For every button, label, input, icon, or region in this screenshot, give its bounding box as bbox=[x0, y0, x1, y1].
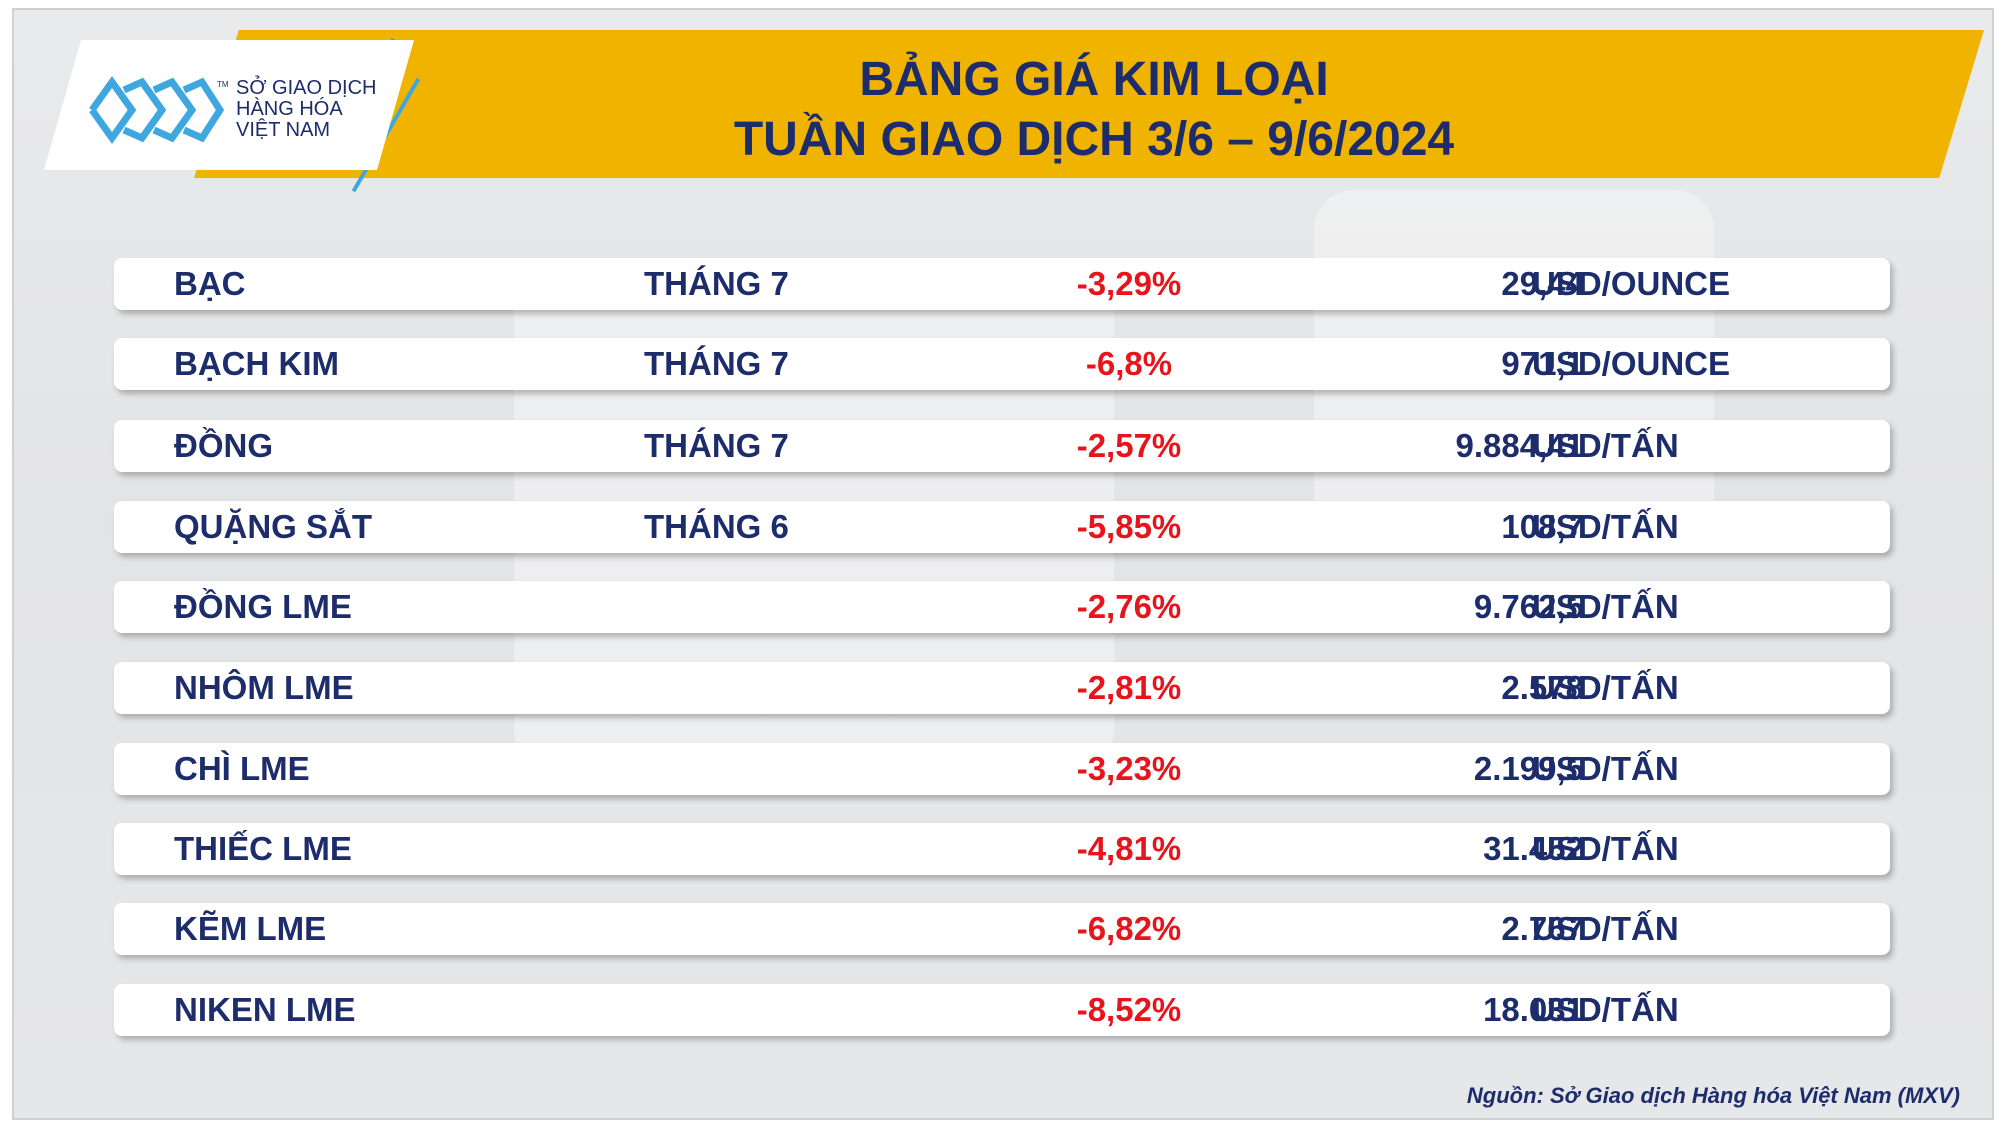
contract-month: THÁNG 7 bbox=[644, 427, 789, 464]
title-banner bbox=[194, 30, 1984, 178]
weekly-change: -3,29% bbox=[1076, 265, 1182, 302]
table-row: BẠC THÁNG 7 -3,29% 29,44 USD/OUNCE bbox=[114, 258, 1890, 310]
price-value: 9.884,41 bbox=[1455, 427, 1584, 464]
weekly-change: -5,85% bbox=[1076, 508, 1182, 545]
logo-line-2: HÀNG HÓA bbox=[236, 98, 343, 120]
metal-name: QUẶNG SẮT bbox=[174, 508, 372, 545]
table-row: CHÌ LME -3,23% 2.199,5 USD/TẤN bbox=[114, 743, 1890, 795]
logo-card bbox=[44, 40, 414, 170]
price-value: 108,7 bbox=[1501, 508, 1584, 545]
table-row: THIẾC LME -4,81% 31.452 USD/TẤN bbox=[114, 823, 1890, 875]
metal-name: CHÌ LME bbox=[174, 750, 310, 787]
mxv-logo-icon bbox=[89, 75, 224, 145]
price-value: 2.767 bbox=[1501, 910, 1584, 947]
page-title: BẢNG GIÁ KIM LOẠI TUẦN GIAO DỊCH 3/6 – 9… bbox=[374, 50, 1814, 170]
contract-month: THÁNG 6 bbox=[644, 508, 789, 545]
price-value: 31.452 bbox=[1483, 830, 1584, 867]
weekly-change: -6,82% bbox=[1076, 910, 1182, 947]
price-unit: USD/TẤN bbox=[1532, 588, 1679, 625]
logo-line-3: VIỆT NAM bbox=[236, 119, 331, 141]
logo-text: SỞ GIAO DỊCH HÀNG HÓA VIỆT NAM bbox=[236, 78, 377, 141]
price-value: 9.762,5 bbox=[1473, 588, 1584, 625]
price-unit: USD/TẤN bbox=[1532, 991, 1679, 1028]
price-unit: USD/TẤN bbox=[1532, 750, 1679, 787]
metal-name: BẠC bbox=[174, 265, 246, 302]
weekly-change: -2,81% bbox=[1076, 669, 1182, 706]
price-unit: USD/TẤN bbox=[1532, 910, 1679, 947]
metal-name: BẠCH KIM bbox=[174, 345, 339, 382]
title-line-2: TUẦN GIAO DỊCH 3/6 – 9/6/2024 bbox=[733, 113, 1455, 166]
weekly-change: -3,23% bbox=[1076, 750, 1182, 787]
table-row: ĐỒNG LME -2,76% 9.762,5 USD/TẤN bbox=[114, 581, 1890, 633]
title-line-1: BẢNG GIÁ KIM LOẠI bbox=[859, 53, 1329, 106]
metal-name: ĐỒNG bbox=[174, 427, 273, 464]
price-unit: USD/OUNCE bbox=[1532, 265, 1731, 302]
table-row: BẠCH KIM THÁNG 7 -6,8% 971,1 USD/OUNCE bbox=[114, 338, 1890, 390]
price-unit: USD/TẤN bbox=[1532, 508, 1679, 545]
metal-name: NIKEN LME bbox=[174, 991, 356, 1028]
weekly-change: -8,52% bbox=[1076, 991, 1182, 1028]
price-value: 29,44 bbox=[1501, 265, 1584, 302]
table-row: QUẶNG SẮT THÁNG 6 -5,85% 108,7 USD/TẤN bbox=[114, 501, 1890, 553]
logo-trademark: TM bbox=[217, 80, 229, 89]
price-value: 2.578 bbox=[1501, 669, 1584, 706]
price-unit: USD/TẤN bbox=[1532, 427, 1679, 464]
metal-name: KẼM LME bbox=[174, 910, 327, 947]
table-row: ĐỒNG THÁNG 7 -2,57% 9.884,41 USD/TẤN bbox=[114, 420, 1890, 472]
metal-name: NHÔM LME bbox=[174, 669, 354, 706]
table-row: NIKEN LME -8,52% 18.031 USD/TẤN bbox=[114, 984, 1890, 1036]
price-unit: USD/TẤN bbox=[1532, 830, 1679, 867]
table-row: NHÔM LME -2,81% 2.578 USD/TẤN bbox=[114, 662, 1890, 714]
price-value: 2.199,5 bbox=[1473, 750, 1584, 787]
logo-line-1: SỞ GIAO DỊCH bbox=[236, 77, 377, 99]
metal-name: ĐỒNG LME bbox=[174, 588, 352, 625]
source-note: Nguồn: Sở Giao dịch Hàng hóa Việt Nam (M… bbox=[1466, 1083, 1960, 1108]
table-row: KẼM LME -6,82% 2.767 USD/TẤN bbox=[114, 903, 1890, 955]
contract-month: THÁNG 7 bbox=[644, 265, 789, 302]
weekly-change: -6,8% bbox=[1085, 345, 1173, 382]
contract-month: THÁNG 7 bbox=[644, 345, 789, 382]
price-value: 18.031 bbox=[1483, 991, 1584, 1028]
weekly-change: -4,81% bbox=[1076, 830, 1182, 867]
weekly-change: -2,76% bbox=[1076, 588, 1182, 625]
price-value: 971,1 bbox=[1501, 345, 1584, 382]
metal-name: THIẾC LME bbox=[174, 830, 352, 867]
price-unit: USD/OUNCE bbox=[1532, 345, 1731, 382]
price-unit: USD/TẤN bbox=[1532, 669, 1679, 706]
weekly-change: -2,57% bbox=[1076, 427, 1182, 464]
